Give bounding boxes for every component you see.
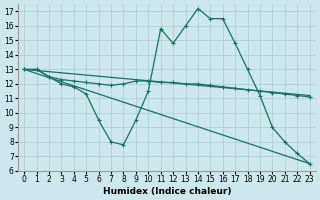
X-axis label: Humidex (Indice chaleur): Humidex (Indice chaleur) <box>103 187 231 196</box>
